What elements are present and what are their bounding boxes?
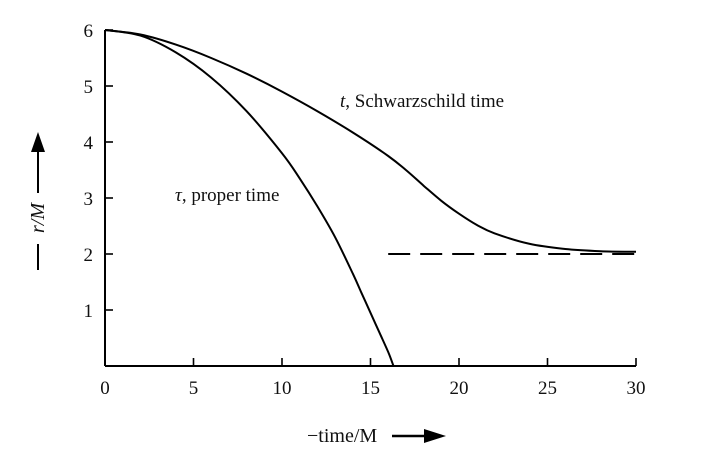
tick-labels: 0 5 10 15 20 25 30 1 2 3 4 5 6: [84, 21, 646, 399]
x-axis-title: −time/M: [307, 425, 377, 447]
curve-label-schwarzschild-text: , Schwarzschild time: [345, 91, 504, 112]
y-axis-arrow-head: [31, 132, 45, 152]
curve-label-schwarzschild-symbol: t: [340, 91, 346, 112]
curve-label-proper-text: , proper time: [182, 185, 280, 206]
curve-label-schwarzschild: t, Schwarzschild time: [340, 91, 504, 112]
x-tick-label: 30: [627, 378, 646, 399]
y-tick-label: 1: [84, 301, 94, 322]
series-layer: [104, 29, 637, 367]
x-tick-label: 0: [100, 378, 110, 399]
x-axis-title-group: −time/M: [307, 425, 446, 447]
x-tick-label: 25: [538, 378, 557, 399]
series-line-0: [104, 29, 637, 253]
curve-label-proper: τ, proper time: [175, 185, 279, 206]
y-axis-title-group: r/M: [27, 132, 49, 270]
series-line-1: [104, 29, 395, 367]
x-axis-arrow-head: [424, 429, 446, 443]
y-axis-title: r/M: [27, 202, 49, 233]
x-tick-label: 10: [273, 378, 292, 399]
y-tick-label: 3: [84, 189, 94, 210]
y-tick-label: 6: [84, 21, 94, 42]
x-tick-label: 15: [361, 378, 380, 399]
x-tick-label: 20: [450, 378, 469, 399]
y-tick-label: 2: [84, 245, 94, 266]
y-tick-label: 5: [84, 77, 94, 98]
y-tick-label: 4: [84, 133, 94, 154]
x-tick-label: 5: [189, 378, 199, 399]
curve-label-proper-symbol: τ: [175, 185, 183, 206]
